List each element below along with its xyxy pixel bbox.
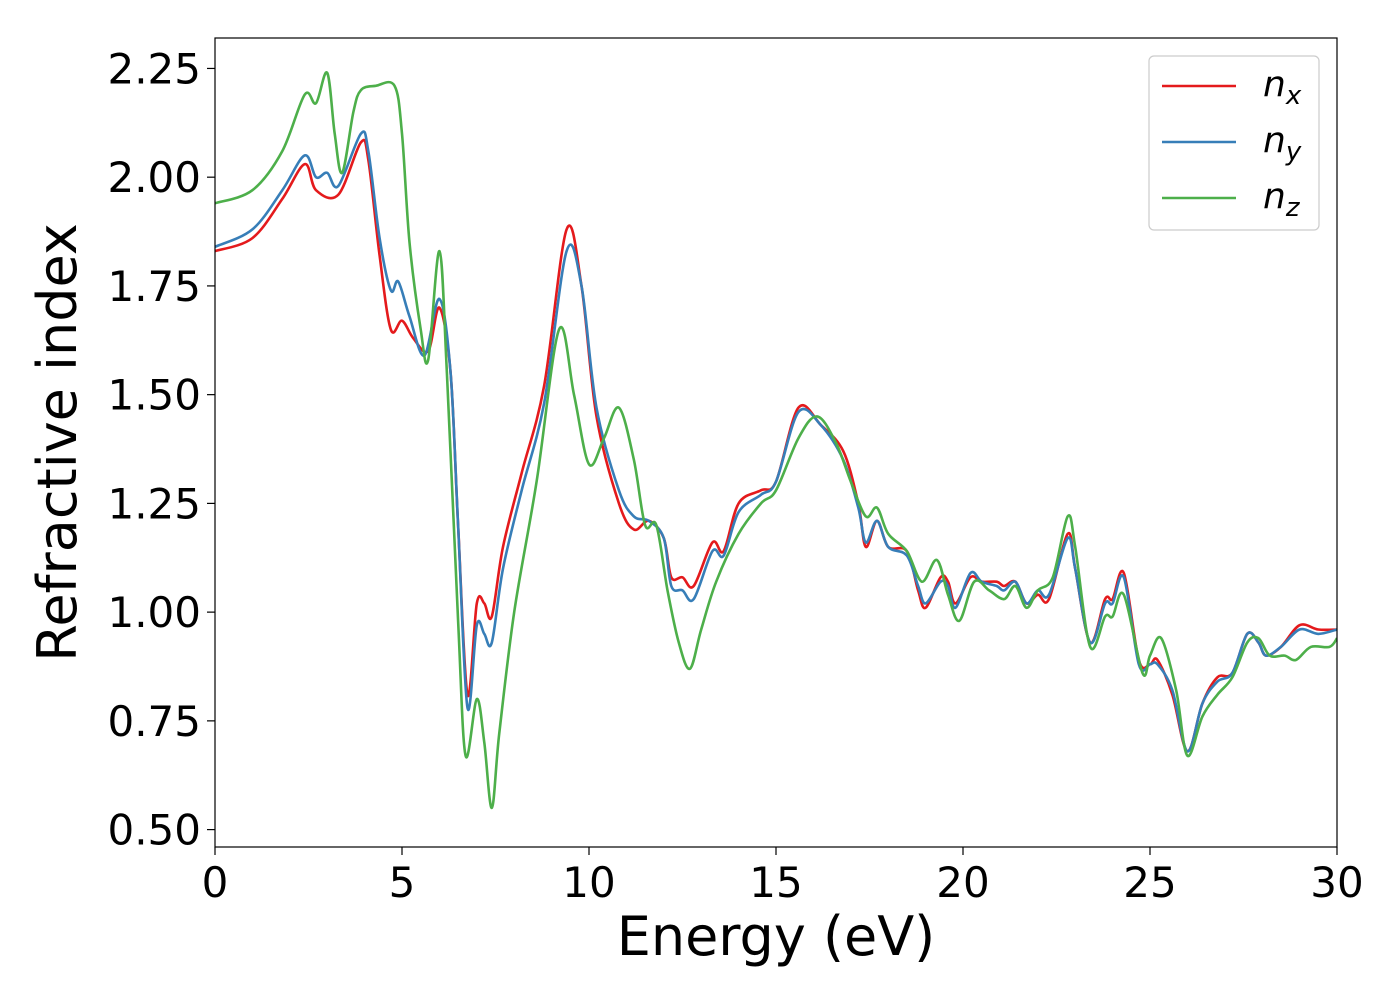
x-axis-title: Energy (eV) — [617, 905, 936, 968]
x-tick-label: 30 — [1310, 858, 1363, 907]
y-axis-ticks: 0.50 0.75 1.00 1.25 1.50 1.75 2.00 2.25 — [107, 44, 215, 855]
legend-label-nx: nx — [1263, 64, 1302, 111]
y-tick-label: 1.50 — [107, 371, 201, 420]
x-tick-label: 25 — [1123, 858, 1176, 907]
x-axis-ticks: 0 5 10 15 20 25 30 — [202, 847, 1364, 907]
series-line-nz — [215, 71, 1337, 810]
y-axis-title: Refractive index — [26, 223, 89, 662]
x-tick-label: 0 — [202, 858, 229, 907]
y-tick-label: 2.25 — [107, 44, 201, 93]
legend: nx ny nz — [1148, 55, 1320, 231]
y-tick-label: 1.25 — [107, 479, 201, 528]
x-tick-label: 15 — [749, 858, 802, 907]
x-tick-label: 10 — [562, 858, 615, 907]
y-tick-label: 0.75 — [107, 697, 201, 746]
y-tick-label: 1.75 — [107, 262, 201, 311]
legend-label-ny: ny — [1263, 120, 1302, 167]
y-tick-label: 1.00 — [107, 588, 201, 637]
x-tick-label: 20 — [936, 858, 989, 907]
y-tick-label: 2.00 — [107, 153, 201, 202]
y-tick-label: 0.50 — [107, 806, 201, 855]
x-tick-label: 5 — [389, 858, 416, 907]
legend-label-nz: nz — [1263, 176, 1301, 223]
plot-lines — [215, 71, 1337, 810]
